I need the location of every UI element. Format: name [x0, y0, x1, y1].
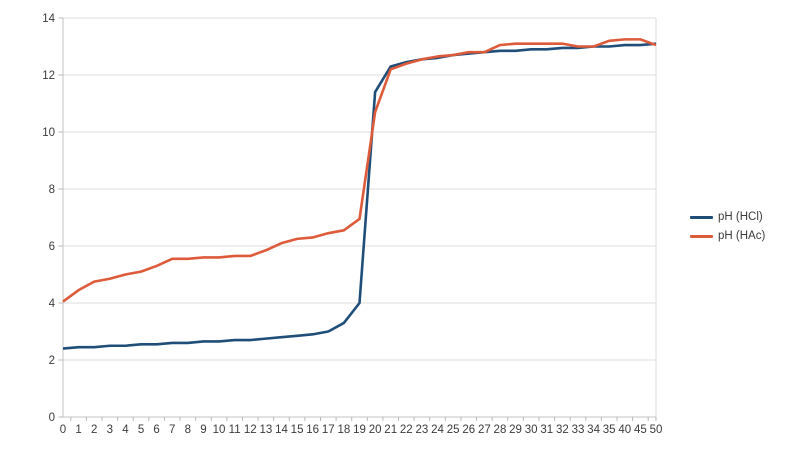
x-tick-label: 0 — [60, 424, 66, 436]
legend-line-swatch-hcl — [690, 215, 713, 219]
x-tick-label: 27 — [478, 424, 491, 436]
x-tick-label: 29 — [509, 424, 522, 436]
y-tick-label: 14 — [42, 13, 55, 25]
legend-label-ph-hcl: pH (HCl) — [718, 211, 763, 223]
x-tick-label: 4 — [122, 424, 129, 436]
y-tick-label: 10 — [42, 127, 55, 139]
x-tick-label: 19 — [353, 424, 366, 436]
x-tick-label: 28 — [494, 424, 507, 436]
y-tick-label: 4 — [49, 298, 56, 310]
x-tick-label: 13 — [259, 424, 272, 436]
y-tick-label: 0 — [49, 412, 55, 424]
x-tick-label: 16 — [306, 424, 319, 436]
series-line-ph-hac[interactable] — [62, 38, 657, 303]
legend-line-swatch-hac — [690, 234, 713, 238]
x-tick-label: 6 — [153, 424, 159, 436]
x-tick-label: 40 — [618, 424, 631, 436]
x-tick-label: 26 — [462, 424, 475, 436]
y-tick-label: 6 — [49, 241, 55, 253]
x-tick-label: 14 — [275, 424, 288, 436]
legend-label-ph-hac: pH (HAc) — [718, 230, 766, 242]
x-tick-label: 34 — [587, 424, 600, 436]
x-tick-label: 7 — [169, 424, 175, 436]
x-tick-label: 50 — [650, 424, 663, 436]
x-tick-label: 25 — [447, 424, 460, 436]
x-tick-label: 17 — [322, 424, 335, 436]
x-tick-label: 3 — [107, 424, 113, 436]
y-tick-label: 12 — [42, 70, 55, 82]
x-tick-label: 8 — [185, 424, 191, 436]
series-line-ph-hcl[interactable] — [62, 42, 657, 350]
x-tick-label: 45 — [634, 424, 647, 436]
legend-item-ph-hcl[interactable]: pH (HCl) — [690, 210, 765, 224]
x-tick-label: 20 — [369, 424, 382, 436]
chart-legend: pH (HCl) pH (HAc) — [690, 210, 765, 243]
legend-item-ph-hac[interactable]: pH (HAc) — [690, 229, 765, 243]
y-tick-label: 2 — [49, 355, 55, 367]
x-tick-label: 33 — [572, 424, 585, 436]
y-tick-label: 8 — [49, 184, 55, 196]
x-tick-label: 10 — [213, 424, 226, 436]
x-tick-label: 12 — [244, 424, 257, 436]
x-tick-label: 35 — [603, 424, 616, 436]
x-tick-label: 15 — [291, 424, 304, 436]
x-tick-label: 32 — [556, 424, 569, 436]
x-tick-label: 9 — [200, 424, 206, 436]
x-tick-label: 1 — [75, 424, 81, 436]
x-tick-label: 23 — [416, 424, 429, 436]
x-tick-label: 24 — [431, 424, 444, 436]
x-tick-label: 31 — [540, 424, 553, 436]
x-tick-label: 18 — [337, 424, 350, 436]
x-tick-label: 5 — [138, 424, 144, 436]
x-tick-label: 2 — [91, 424, 97, 436]
x-tick-label: 22 — [400, 424, 413, 436]
x-tick-label: 21 — [384, 424, 397, 436]
x-tick-label: 30 — [525, 424, 538, 436]
x-tick-label: 11 — [229, 424, 241, 436]
